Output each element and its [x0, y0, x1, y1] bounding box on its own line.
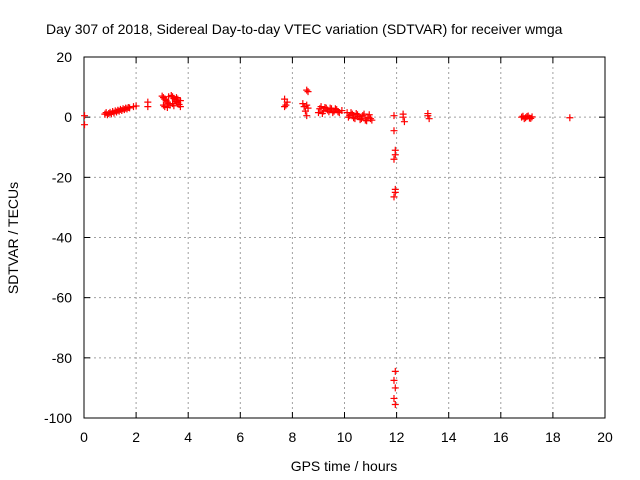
data-point [391, 400, 399, 408]
y-tick-label: 20 [56, 49, 72, 65]
y-axis-ticks: 20 0 -20 -40 -60 -80 -100 [44, 49, 605, 426]
x-tick-label: 8 [289, 429, 297, 445]
data-point [391, 185, 399, 193]
data-point [81, 112, 89, 120]
y-tick-label: -60 [52, 290, 72, 306]
data-point [126, 104, 134, 112]
data-point [329, 109, 337, 117]
data-point [390, 155, 398, 163]
y-tick-label: -100 [44, 410, 72, 426]
y-axis-label: SDTVAR / TECUs [5, 182, 21, 294]
x-tick-label: 2 [132, 429, 140, 445]
data-point [424, 110, 432, 118]
data-point [303, 101, 311, 109]
y-tick-label: -40 [52, 230, 72, 246]
data-point [163, 104, 171, 112]
data-point [347, 109, 355, 117]
data-point [350, 114, 358, 122]
data-point [159, 101, 167, 109]
data-point [81, 121, 89, 129]
data-point [299, 100, 307, 108]
data-point [303, 112, 311, 120]
data-point [527, 114, 535, 122]
data-point [165, 93, 173, 101]
x-axis-label: GPS time / hours [291, 458, 398, 474]
x-tick-label: 16 [493, 429, 509, 445]
data-point [365, 111, 373, 119]
data-point [367, 115, 375, 123]
data-point [391, 151, 399, 159]
y-tick-label: -20 [52, 169, 72, 185]
data-point [176, 97, 184, 105]
data-point [357, 115, 365, 123]
data-points [81, 86, 574, 408]
x-tick-label: 4 [184, 429, 192, 445]
data-point [334, 108, 342, 116]
x-tick-label: 0 [80, 429, 88, 445]
data-point [304, 104, 312, 112]
data-point [132, 102, 140, 110]
data-point [368, 116, 376, 124]
data-point [360, 110, 368, 118]
chart-title: Day 307 of 2018, Sidereal Day-to-day VTE… [46, 21, 563, 37]
x-tick-label: 20 [597, 429, 613, 445]
data-point [390, 376, 398, 384]
data-point [303, 86, 311, 94]
x-tick-label: 10 [337, 429, 353, 445]
y-tick-label: -80 [52, 350, 72, 366]
data-point [316, 105, 324, 113]
data-point [425, 115, 433, 123]
data-point [326, 104, 334, 112]
data-point [170, 102, 178, 110]
data-point [283, 98, 291, 106]
data-point [400, 118, 408, 126]
grid-lines [84, 57, 605, 418]
data-point [282, 101, 290, 109]
data-point [338, 107, 346, 115]
data-point [390, 394, 398, 402]
data-point [304, 88, 312, 96]
data-point [172, 94, 180, 102]
data-point [176, 103, 184, 111]
data-point [391, 384, 399, 392]
data-point [390, 112, 398, 120]
data-point [566, 114, 574, 122]
data-point [344, 113, 352, 121]
data-point [348, 110, 356, 118]
data-point [390, 127, 398, 135]
x-axis-ticks: 0 2 4 6 8 10 12 14 16 18 20 [80, 57, 613, 445]
data-point [281, 103, 289, 111]
data-point [390, 193, 398, 201]
y-tick-label: 0 [64, 109, 72, 125]
data-point [528, 113, 536, 121]
data-point [351, 115, 359, 123]
data-point [356, 116, 364, 124]
data-point [399, 110, 407, 118]
x-tick-label: 12 [389, 429, 405, 445]
data-point [359, 112, 367, 120]
x-tick-label: 14 [441, 429, 457, 445]
data-point [144, 98, 152, 106]
data-point [391, 367, 399, 375]
x-tick-label: 18 [545, 429, 561, 445]
data-point [314, 109, 322, 117]
data-point [363, 117, 371, 125]
x-tick-label: 6 [236, 429, 244, 445]
data-point [318, 110, 326, 118]
